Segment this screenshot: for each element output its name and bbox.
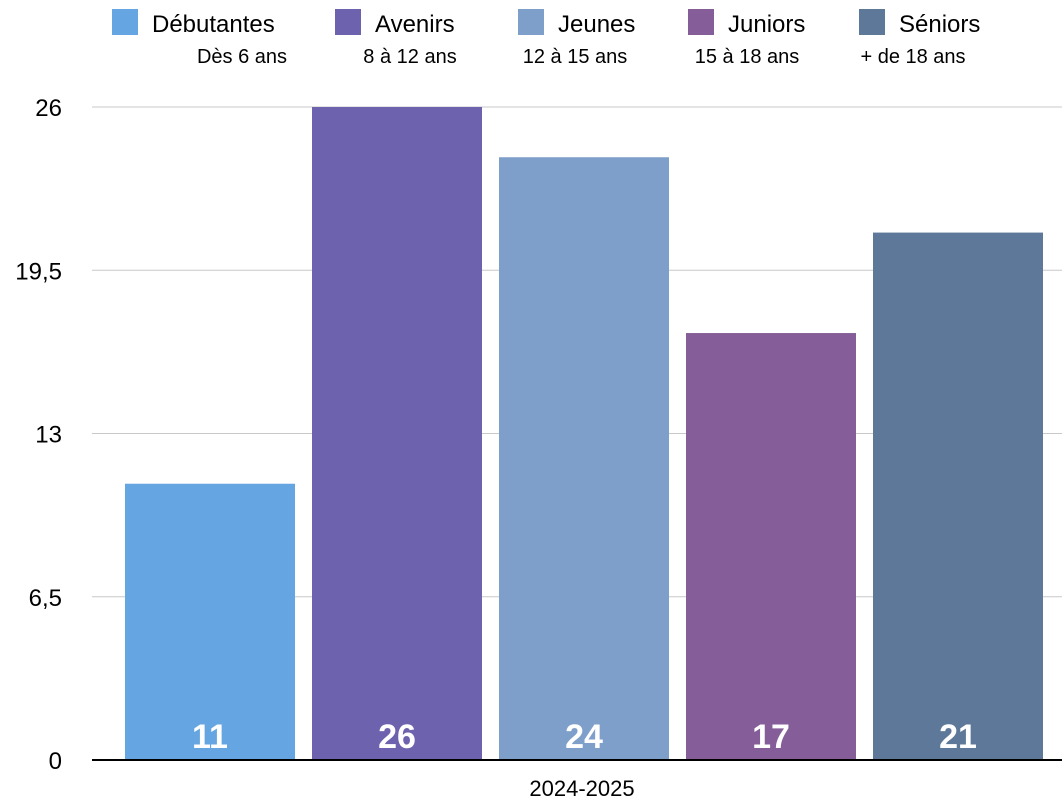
legend-swatch — [112, 9, 138, 35]
y-axis-ticks: 0 6,5 13 19,5 26 — [15, 95, 62, 775]
legend-swatch — [688, 9, 714, 35]
bar-jeunes — [499, 157, 669, 760]
bar-value-label: 17 — [752, 718, 790, 756]
legend-swatch — [859, 9, 885, 35]
legend: Débutantes Dès 6 ans Avenirs 8 à 12 ans Jeun… — [112, 9, 980, 68]
legend-sublabel: + de 18 ans — [860, 46, 965, 68]
y-tick-label: 13 — [35, 422, 62, 449]
bar-value-label: 24 — [565, 718, 603, 756]
legend-swatch — [335, 9, 361, 35]
legend-sublabel: 15 à 18 ans — [695, 46, 800, 68]
bar-débutantes — [125, 483, 295, 760]
y-tick-label: 26 — [35, 95, 62, 122]
bar-value-label: 11 — [192, 718, 228, 756]
bar-avenirs — [312, 107, 482, 760]
legend-sublabel: 12 à 15 ans — [523, 46, 628, 68]
bar-séniors — [873, 232, 1043, 761]
legend-label: Jeunes — [558, 11, 635, 38]
y-tick-label: 0 — [49, 748, 62, 775]
legend-label: Débutantes — [152, 11, 275, 38]
legend-swatch — [518, 9, 544, 35]
x-category-label: 2024-2025 — [529, 776, 634, 800]
legend-sublabel: 8 à 12 ans — [363, 46, 456, 68]
bar-value-label: 26 — [378, 718, 416, 756]
bar-value-label: 21 — [939, 718, 977, 756]
legend-label: Séniors — [899, 11, 980, 38]
legend-label: Avenirs — [375, 11, 455, 38]
y-tick-label: 6,5 — [29, 585, 62, 612]
bar-juniors — [686, 333, 856, 760]
value-labels: 11 26 24 17 21 — [192, 718, 977, 756]
bars — [125, 107, 1043, 761]
legend-label: Juniors — [728, 11, 805, 38]
legend-sublabel: Dès 6 ans — [197, 46, 287, 68]
y-tick-label: 19,5 — [15, 258, 62, 285]
